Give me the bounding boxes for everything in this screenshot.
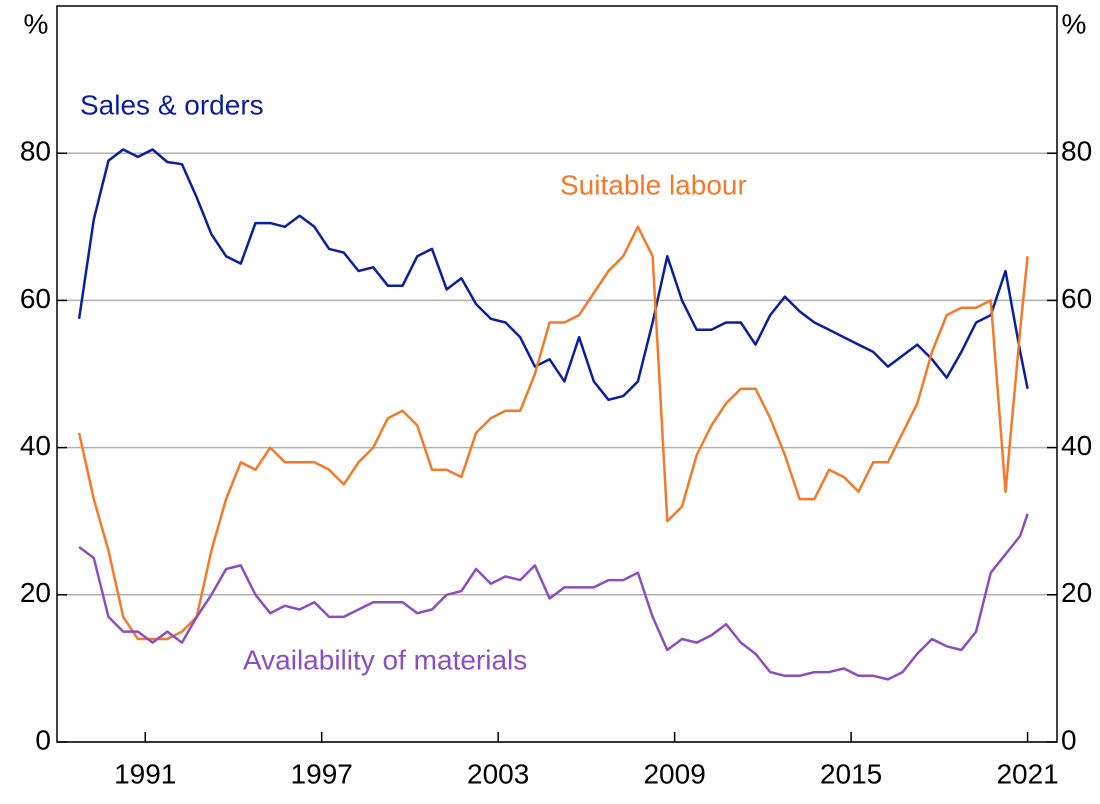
- series-label: Suitable labour: [560, 169, 747, 200]
- x-tick-label: 2009: [643, 758, 705, 789]
- series-line: [77, 148, 1029, 402]
- y2-tick-label: 80: [1061, 136, 1092, 167]
- y-tick-label: 0: [35, 724, 51, 755]
- x-tick-label: 2003: [467, 758, 529, 789]
- series-label: Availability of materials: [243, 644, 527, 675]
- x-tick-label: 1997: [291, 758, 353, 789]
- y-axis-unit: %: [24, 8, 49, 39]
- y2-axis-unit: %: [1062, 8, 1087, 39]
- x-tick-label: 2021: [996, 758, 1058, 789]
- y-tick-label: 60: [20, 283, 51, 314]
- series-line: [77, 225, 1029, 641]
- y-tick-label: 80: [20, 136, 51, 167]
- y2-tick-label: 0: [1061, 724, 1077, 755]
- y-tick-label: 40: [20, 430, 51, 461]
- series-label: Sales & orders: [80, 89, 264, 120]
- plot-frame: [56, 5, 1058, 743]
- y2-tick-label: 60: [1061, 283, 1092, 314]
- series-line: [78, 513, 1029, 681]
- x-tick-label: 1991: [114, 758, 176, 789]
- y2-tick-label: 40: [1061, 430, 1092, 461]
- y2-tick-label: 20: [1061, 577, 1092, 608]
- x-tick-label: 2015: [820, 758, 882, 789]
- y-tick-label: 20: [20, 577, 51, 608]
